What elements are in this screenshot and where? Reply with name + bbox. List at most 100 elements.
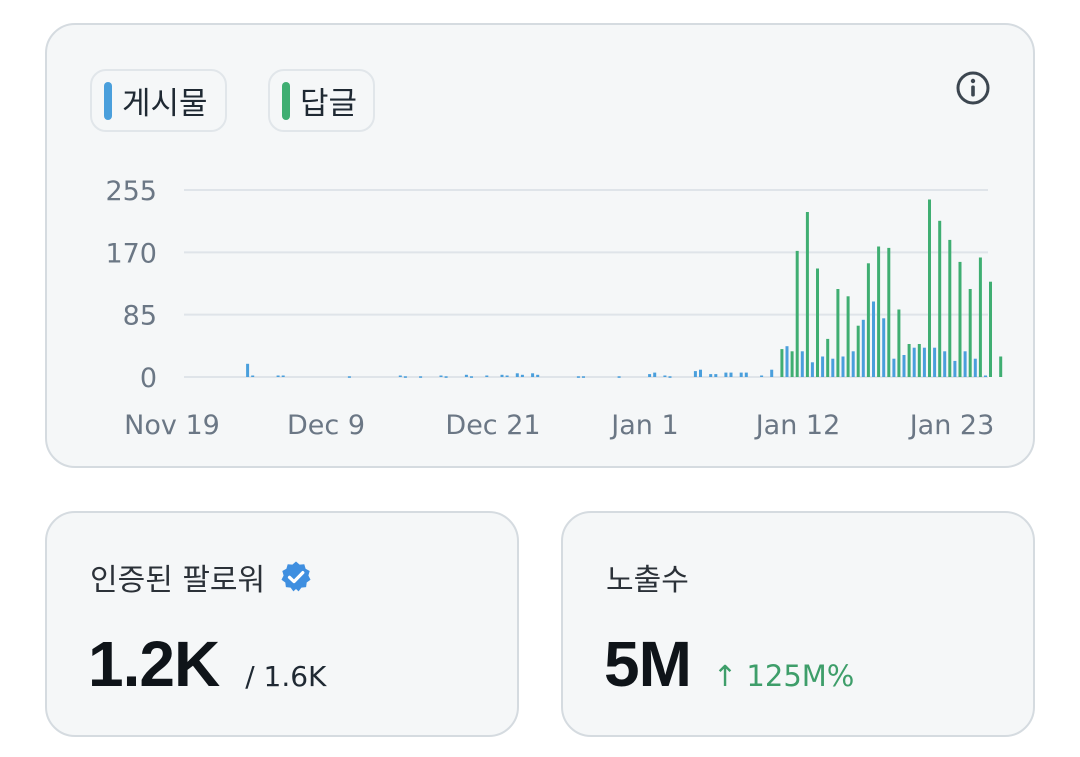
posts-bar[interactable] <box>724 372 728 377</box>
posts-bar[interactable] <box>841 356 845 378</box>
replies-bar[interactable] <box>816 268 819 378</box>
replies-bar[interactable] <box>948 239 952 377</box>
legend-posts[interactable]: 게시물 <box>90 69 227 132</box>
replies-bar[interactable] <box>877 246 881 378</box>
x-tick-label: Jan 23 <box>908 410 995 441</box>
replies-bar[interactable] <box>805 212 809 377</box>
x-tick-label: Dec 9 <box>287 410 365 441</box>
posts-bar[interactable] <box>810 362 814 377</box>
y-tick-label: 170 <box>105 238 157 269</box>
replies-bar[interactable] <box>907 344 911 377</box>
posts-bar[interactable] <box>444 376 448 378</box>
posts-bar[interactable] <box>398 375 402 378</box>
posts-bar[interactable] <box>281 375 285 378</box>
posts-bar[interactable] <box>709 374 713 377</box>
posts-bar[interactable] <box>714 374 718 377</box>
posts-bar[interactable] <box>861 319 865 377</box>
replies-bar[interactable] <box>978 257 982 378</box>
x-tick-label: Jan 12 <box>754 410 841 441</box>
impressions-card[interactable]: 노출수 5M ↑ 125M% <box>561 511 1035 737</box>
replies-bar[interactable] <box>958 261 962 377</box>
posts-bar[interactable] <box>515 373 519 377</box>
legend-replies[interactable]: 답글 <box>268 69 375 132</box>
replies-bar[interactable] <box>938 220 942 377</box>
posts-bar[interactable] <box>760 375 764 378</box>
posts-bar[interactable] <box>699 369 702 377</box>
posts-bar[interactable] <box>729 372 733 377</box>
posts-bar[interactable] <box>576 376 580 378</box>
posts-bar[interactable] <box>785 346 789 377</box>
posts-bar[interactable] <box>505 375 509 378</box>
replies-bar[interactable] <box>897 309 901 378</box>
verified-followers-card[interactable]: 인증된 팔로워 1.2K / 1.6K <box>45 511 519 737</box>
impressions-title-row: 노출수 <box>606 555 689 599</box>
posts-bar[interactable] <box>933 347 937 377</box>
posts-bar[interactable] <box>439 375 443 378</box>
posts-bar[interactable] <box>653 372 657 377</box>
replies-bar[interactable] <box>989 281 992 377</box>
posts-bar[interactable] <box>973 358 977 377</box>
posts-bar[interactable] <box>251 375 255 378</box>
y-tick-label: 255 <box>105 176 157 207</box>
replies-bar[interactable] <box>999 356 1003 378</box>
legend-posts-label: 게시물 <box>122 86 208 122</box>
posts-bar[interactable] <box>536 374 540 377</box>
impressions-title: 노출수 <box>606 563 689 598</box>
posts-bar[interactable] <box>485 375 489 378</box>
posts-bar[interactable] <box>943 351 947 377</box>
posts-bar[interactable] <box>800 351 804 377</box>
posts-bar[interactable] <box>882 318 886 377</box>
posts-bar[interactable] <box>912 347 916 377</box>
posts-bar[interactable] <box>739 372 743 377</box>
replies-bar[interactable] <box>780 349 784 377</box>
posts-bar[interactable] <box>744 372 748 377</box>
posts-bar[interactable] <box>464 374 468 377</box>
posts-bar[interactable] <box>520 374 524 377</box>
posts-bar[interactable] <box>648 374 652 377</box>
replies-bar[interactable] <box>836 289 840 377</box>
replies-bar[interactable] <box>856 325 860 377</box>
replies-bar[interactable] <box>826 338 830 377</box>
posts-bar[interactable] <box>582 376 585 378</box>
posts-bar[interactable] <box>892 358 896 377</box>
followers-title: 인증된 팔로워 <box>90 563 266 598</box>
y-tick-label: 0 <box>140 363 157 394</box>
followers-value: 1.2K <box>88 628 220 700</box>
posts-bar[interactable] <box>500 374 504 377</box>
impressions-value-row: 5M ↑ 125M% <box>604 627 854 701</box>
legend-replies-swatch <box>282 81 290 120</box>
replies-bar[interactable] <box>795 250 799 377</box>
posts-bar[interactable] <box>246 363 250 377</box>
posts-bar[interactable] <box>963 351 967 377</box>
posts-bar[interactable] <box>663 375 667 378</box>
replies-bar[interactable] <box>866 263 870 377</box>
posts-bar[interactable] <box>953 360 957 377</box>
posts-bar[interactable] <box>693 371 697 377</box>
replies-bar[interactable] <box>928 199 931 378</box>
replies-bar[interactable] <box>968 289 972 377</box>
posts-bar[interactable] <box>922 347 926 377</box>
posts-bar[interactable] <box>419 376 423 378</box>
posts-bar[interactable] <box>851 351 855 377</box>
replies-bar[interactable] <box>917 344 921 377</box>
replies-bar[interactable] <box>887 247 891 377</box>
legend-posts-swatch <box>104 81 112 120</box>
posts-bar[interactable] <box>403 376 407 378</box>
replies-bar[interactable] <box>790 351 794 377</box>
posts-bar[interactable] <box>770 369 774 377</box>
posts-bar[interactable] <box>984 375 987 378</box>
posts-bar[interactable] <box>872 301 875 378</box>
info-icon[interactable] <box>955 70 991 106</box>
replies-bar[interactable] <box>846 296 850 377</box>
posts-bar[interactable] <box>668 376 672 378</box>
posts-bar[interactable] <box>831 358 835 377</box>
posts-bar[interactable] <box>821 356 825 378</box>
posts-bar[interactable] <box>470 376 473 378</box>
posts-bar[interactable] <box>902 355 906 377</box>
posts-bar[interactable] <box>347 376 351 378</box>
followers-total: / 1.6K <box>245 660 327 693</box>
posts-bar[interactable] <box>617 376 621 378</box>
x-tick-label: Nov 19 <box>124 410 220 441</box>
posts-bar[interactable] <box>531 373 535 377</box>
posts-bar[interactable] <box>276 375 280 378</box>
